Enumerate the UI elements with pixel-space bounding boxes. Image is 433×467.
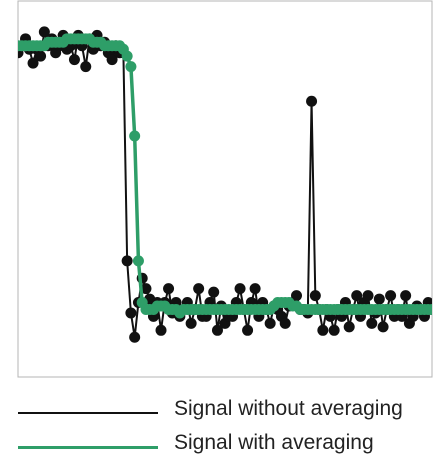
data-point-signal-with-averaging-29	[121, 50, 133, 62]
data-point-signal-without-averaging-81	[317, 324, 329, 336]
data-point-signal-without-averaging-18	[80, 61, 92, 73]
data-point-signal-without-averaging-78	[306, 95, 318, 107]
data-point-signal-without-averaging-38	[155, 324, 167, 336]
legend-item-without-averaging: Signal without averaging	[18, 395, 433, 429]
legend: Signal without averaging Signal with ave…	[18, 395, 433, 463]
data-point-signal-without-averaging-7	[38, 26, 50, 38]
data-point-signal-with-averaging-32	[132, 255, 144, 267]
legend-swatch-with-averaging	[18, 446, 158, 449]
data-point-signal-without-averaging-29	[121, 255, 133, 267]
data-point-signal-without-averaging-90	[351, 290, 363, 302]
data-point-signal-without-averaging-4	[27, 57, 39, 69]
data-point-signal-without-averaging-48	[193, 283, 205, 295]
data-point-signal-with-averaging-30	[125, 61, 137, 73]
data-point-signal-without-averaging-53	[211, 324, 223, 336]
series-signal-with-averaging	[18, 33, 432, 319]
data-point-signal-without-averaging-84	[328, 324, 340, 336]
chart	[17, 0, 433, 378]
legend-item-with-averaging: Signal with averaging	[18, 429, 433, 463]
data-point-signal-without-averaging-59	[234, 283, 246, 295]
data-point-signal-without-averaging-103	[400, 290, 412, 302]
data-point-signal-without-averaging-71	[279, 317, 291, 329]
data-point-signal-without-averaging-46	[185, 317, 197, 329]
data-point-signal-without-averaging-99	[385, 290, 397, 302]
data-point-signal-without-averaging-61	[242, 324, 254, 336]
data-point-signal-without-averaging-31	[129, 331, 141, 343]
data-point-signal-without-averaging-93	[362, 290, 374, 302]
data-point-signal-without-averaging-25	[106, 54, 118, 66]
data-point-signal-with-averaging-110	[426, 303, 432, 315]
data-point-signal-with-averaging-31	[129, 130, 141, 142]
series-layer	[18, 26, 432, 343]
data-point-signal-without-averaging-52	[208, 286, 220, 298]
legend-swatch-without-averaging	[18, 412, 158, 414]
data-point-signal-without-averaging-6	[35, 50, 47, 62]
legend-label-without-averaging: Signal without averaging	[174, 397, 403, 420]
data-point-signal-without-averaging-94	[366, 317, 378, 329]
data-point-signal-without-averaging-96	[373, 293, 385, 305]
data-point-signal-without-averaging-67	[264, 317, 276, 329]
data-point-signal-without-averaging-63	[249, 283, 261, 295]
data-point-signal-without-averaging-15	[68, 54, 80, 66]
data-point-signal-without-averaging-88	[343, 321, 355, 333]
data-point-signal-without-averaging-30	[125, 307, 137, 319]
data-point-signal-without-averaging-97	[377, 321, 389, 333]
data-point-signal-without-averaging-79	[309, 290, 321, 302]
data-point-signal-without-averaging-74	[291, 290, 303, 302]
data-point-signal-without-averaging-34	[140, 283, 152, 295]
data-point-signal-without-averaging-40	[163, 283, 175, 295]
legend-label-with-averaging: Signal with averaging	[174, 431, 374, 454]
